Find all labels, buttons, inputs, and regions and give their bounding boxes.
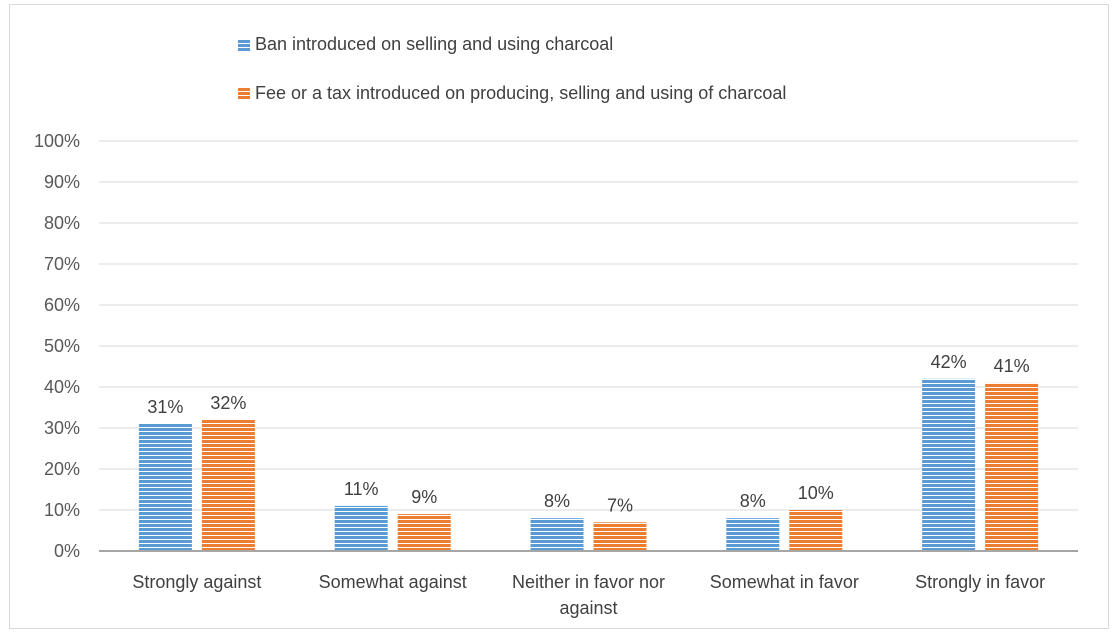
bar-series-2-1 — [397, 514, 451, 551]
bar-series-1-3 — [726, 518, 780, 551]
data-label: 11% — [344, 479, 379, 499]
bar-series-1-1 — [334, 505, 388, 551]
y-tick-label: 10% — [44, 500, 80, 520]
legend-swatch — [238, 39, 250, 51]
gridlines — [99, 140, 1078, 511]
legend-swatch — [238, 88, 250, 100]
y-tick-label: 60% — [44, 295, 80, 315]
y-tick-label: 50% — [44, 336, 80, 356]
bar-series-2-4 — [985, 382, 1039, 551]
bars — [138, 378, 1039, 551]
legend-label: Ban introduced on selling and using char… — [255, 34, 613, 54]
y-axis: 0% 10% 20% 30% 40% 50% 60% 70% 80% 90% 100% — [34, 131, 80, 561]
y-tick-label: 30% — [44, 418, 80, 438]
bar-series-1-4 — [922, 378, 976, 551]
y-tick-label: 70% — [44, 254, 80, 274]
data-label: 10% — [798, 483, 834, 503]
y-tick-label: 20% — [44, 459, 80, 479]
data-label: 31% — [147, 397, 183, 417]
category-label: Somewhat in favor — [710, 572, 859, 592]
category-label: Strongly in favor — [915, 572, 1045, 592]
data-label: 9% — [411, 487, 437, 507]
y-tick-label: 80% — [44, 213, 80, 233]
legend-label: Fee or a tax introduced on producing, se… — [255, 83, 786, 103]
data-labels: 31% 32% 11% 9% 8% 7% 8% 10% 42% 41% — [147, 352, 1029, 516]
data-label: 8% — [544, 491, 570, 511]
category-label: Strongly against — [132, 572, 261, 592]
bar-series-1-2 — [530, 518, 584, 551]
category-label: Neither in favor nor against — [512, 572, 665, 618]
bar-series-2-3 — [789, 510, 843, 551]
bar-series-1-0 — [138, 423, 192, 551]
bar-series-2-0 — [201, 419, 255, 551]
data-label: 42% — [931, 352, 967, 372]
y-tick-label: 0% — [54, 541, 80, 561]
y-tick-label: 90% — [44, 172, 80, 192]
data-label: 41% — [994, 356, 1030, 376]
data-label: 32% — [210, 393, 246, 413]
legend: Ban introduced on selling and using char… — [238, 34, 786, 103]
category-label: Somewhat against — [319, 572, 467, 592]
y-tick-label: 40% — [44, 377, 80, 397]
data-label: 8% — [740, 491, 766, 511]
bar-series-2-2 — [593, 522, 647, 551]
category-labels: Strongly against Somewhat against Neither … — [132, 572, 1045, 618]
data-label: 7% — [607, 495, 633, 515]
y-tick-label: 100% — [34, 131, 80, 151]
